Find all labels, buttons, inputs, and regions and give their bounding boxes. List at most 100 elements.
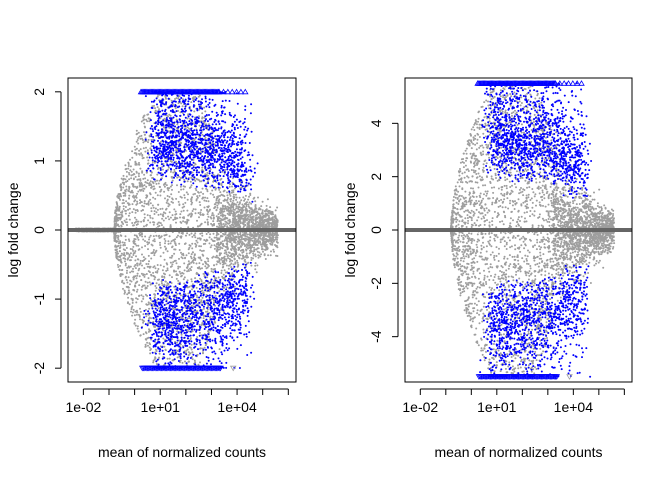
data-point (220, 225, 223, 228)
data-point (199, 347, 202, 350)
data-point (146, 265, 149, 268)
data-point (226, 212, 229, 215)
data-point (122, 205, 125, 208)
data-point (176, 123, 179, 126)
data-point (163, 245, 166, 248)
data-point (149, 193, 152, 196)
data-point (220, 214, 222, 217)
data-point (145, 223, 148, 226)
data-point (168, 357, 171, 360)
data-point (143, 125, 146, 128)
data-point (132, 267, 134, 270)
data-point (201, 112, 204, 115)
data-point (150, 145, 153, 148)
data-point (113, 224, 116, 227)
data-point (219, 191, 222, 194)
data-point (133, 152, 136, 155)
data-point (193, 178, 196, 181)
data-point (276, 206, 279, 209)
data-point (224, 271, 227, 274)
data-point (117, 216, 120, 219)
data-point (157, 93, 160, 96)
data-point (213, 196, 216, 199)
data-point (228, 258, 231, 260)
data-point (162, 329, 165, 332)
data-point (159, 208, 162, 210)
data-point (141, 235, 144, 238)
data-point (223, 199, 226, 202)
data-point (133, 314, 136, 317)
data-point (152, 359, 155, 362)
data-point (149, 202, 152, 205)
data-point (249, 249, 252, 252)
data-point (202, 196, 205, 199)
data-point (191, 358, 194, 361)
data-point (147, 254, 150, 257)
data-point (212, 271, 215, 274)
data-point (153, 297, 156, 300)
data-point (140, 300, 143, 303)
data-point (245, 249, 248, 252)
data-point (232, 215, 235, 218)
data-point (206, 197, 209, 200)
data-point (204, 287, 207, 290)
data-point (153, 293, 156, 296)
data-point (264, 234, 267, 237)
data-point (175, 262, 178, 265)
data-point (145, 315, 148, 318)
data-point (125, 167, 128, 170)
data-point (222, 207, 225, 210)
data-point (201, 301, 204, 304)
data-point (243, 203, 246, 205)
data-point (190, 304, 193, 307)
data-point (143, 173, 146, 176)
data-point (142, 119, 145, 122)
data-point (135, 297, 138, 300)
data-point (244, 207, 247, 209)
data-point (127, 238, 130, 241)
data-point (134, 199, 137, 202)
data-point (262, 216, 265, 218)
data-point (119, 198, 121, 201)
data-point (164, 349, 167, 352)
data-point (152, 249, 155, 251)
data-point (243, 199, 246, 202)
data-point (165, 201, 168, 204)
data-point (172, 239, 175, 242)
data-point (147, 113, 150, 116)
data-point (167, 242, 170, 245)
data-point (201, 133, 204, 136)
data-point (235, 236, 238, 239)
data-point (270, 239, 272, 242)
data-point (144, 245, 147, 247)
data-point (115, 206, 118, 209)
data-point (181, 361, 184, 364)
data-point (187, 351, 190, 354)
data-point (139, 310, 142, 313)
data-point (216, 220, 219, 223)
data-point (167, 115, 169, 118)
data-point (150, 184, 153, 187)
data-point (188, 262, 191, 265)
data-point (214, 256, 217, 259)
data-point (257, 231, 260, 234)
data-point (206, 190, 209, 193)
data-point (203, 116, 206, 119)
data-point (146, 285, 149, 287)
data-point (275, 219, 278, 222)
data-point (117, 255, 120, 258)
data-point (133, 234, 136, 237)
data-point (215, 254, 218, 257)
data-point (175, 273, 178, 276)
data-point (153, 278, 156, 281)
data-point (186, 117, 189, 120)
data-point (127, 289, 130, 292)
data-point (236, 261, 239, 264)
data-point (208, 242, 211, 245)
data-point (180, 142, 183, 144)
data-point (166, 199, 169, 202)
data-point (234, 251, 237, 254)
data-point (200, 279, 203, 282)
data-point (127, 161, 130, 164)
data-point (123, 181, 125, 184)
